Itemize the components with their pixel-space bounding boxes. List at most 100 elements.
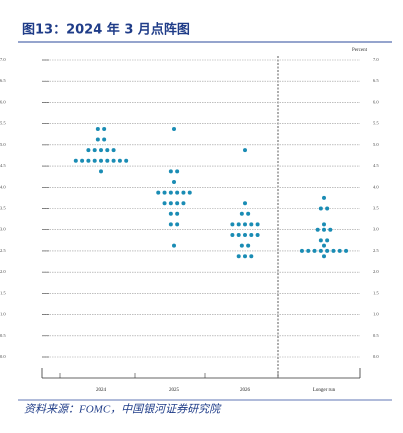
y-tick-label: 6.0 [373, 99, 379, 104]
dot [175, 222, 180, 227]
dot [102, 126, 107, 131]
dot [172, 243, 176, 248]
dot [325, 206, 330, 211]
x-tick-label: 2024 [96, 388, 107, 393]
y-tick-label: 3.0 [0, 227, 6, 232]
y-tick-label: 4.0 [373, 184, 379, 189]
dot [328, 227, 333, 232]
dot [181, 201, 186, 206]
y-tick-label: 1.0 [0, 312, 6, 317]
dot [322, 254, 326, 259]
dot [156, 190, 161, 195]
dot [246, 211, 251, 216]
dot [243, 233, 247, 238]
dot [172, 179, 176, 184]
dot [80, 158, 85, 163]
y-tick-label: 2.5 [373, 248, 379, 253]
x-tick-label: 2025 [169, 388, 180, 393]
chart-title: 图13：2024 年 3 月点阵图 [22, 22, 190, 38]
y-tick-label: 2.0 [373, 269, 379, 274]
dot [172, 126, 176, 131]
dot [168, 190, 173, 195]
y-tick-label: 6.5 [0, 78, 6, 83]
y-tick-label: 4.5 [373, 163, 379, 168]
y-tick-label: 4.0 [0, 184, 6, 189]
source: 资料来源：FOMC，中国银河证券研究院 [24, 403, 222, 416]
dot [230, 233, 235, 238]
y-tick-label: 1.0 [373, 312, 379, 317]
y-tick-label: 3.5 [373, 206, 379, 211]
dot [236, 254, 241, 259]
dot [105, 148, 110, 153]
dot [92, 148, 97, 153]
dot [255, 222, 260, 227]
dot [318, 238, 323, 243]
y-tick-label: 6.0 [0, 99, 6, 104]
dot [99, 148, 103, 153]
dot [344, 248, 349, 253]
dot [322, 243, 326, 248]
dot [243, 222, 247, 227]
dot [95, 137, 100, 142]
dot [249, 254, 254, 259]
dot [117, 158, 122, 163]
dot [306, 248, 311, 253]
dot [299, 248, 304, 253]
y-tick-label: 5.5 [0, 121, 6, 126]
dot [105, 158, 110, 163]
y-tick-label: 0.5 [0, 333, 6, 338]
x-tick-label: 2026 [240, 388, 251, 393]
dot [318, 206, 323, 211]
dot [168, 222, 173, 227]
dot [322, 227, 326, 232]
dot [95, 126, 100, 131]
dot [312, 248, 317, 253]
dot [239, 243, 244, 248]
dot [243, 148, 247, 153]
y-tick-label: 0.0 [0, 354, 6, 359]
y-tick-label: 7.0 [373, 57, 379, 62]
dot [175, 190, 180, 195]
dot [175, 201, 180, 206]
y-tick-label: 3.0 [373, 227, 379, 232]
dot [230, 222, 235, 227]
dot [322, 222, 326, 227]
dot [102, 137, 107, 142]
dot [111, 148, 116, 153]
dot [246, 243, 251, 248]
y-tick-label: 0.5 [373, 333, 379, 338]
dot [315, 227, 320, 232]
y-tick-label: 1.5 [0, 290, 6, 295]
dot [86, 158, 91, 163]
y-tick-label: 0.0 [373, 354, 379, 359]
dot [255, 233, 260, 238]
y-tick-label: 7.0 [0, 57, 6, 62]
dot [99, 169, 103, 174]
dot [168, 211, 173, 216]
dot [111, 158, 116, 163]
dot [325, 238, 330, 243]
y-tick-label: 3.5 [0, 206, 6, 211]
dot [73, 158, 78, 163]
dot [249, 222, 254, 227]
dot [168, 201, 173, 206]
y-tick-label: 1.5 [373, 290, 379, 295]
dot [162, 201, 167, 206]
y-tick-label: 2.5 [0, 248, 6, 253]
y-tick-label: 5.0 [0, 142, 6, 147]
y-tick-label: 6.5 [373, 78, 379, 83]
dot [86, 148, 91, 153]
dot [175, 169, 180, 174]
dot [318, 248, 323, 253]
y-tick-label: 2.0 [0, 269, 6, 274]
dot [331, 248, 336, 253]
dot [175, 211, 180, 216]
y-tick-label: 5.5 [373, 121, 379, 126]
dot [187, 190, 192, 195]
dot [325, 248, 330, 253]
dot [168, 169, 173, 174]
dot [92, 158, 97, 163]
dot [99, 158, 103, 163]
